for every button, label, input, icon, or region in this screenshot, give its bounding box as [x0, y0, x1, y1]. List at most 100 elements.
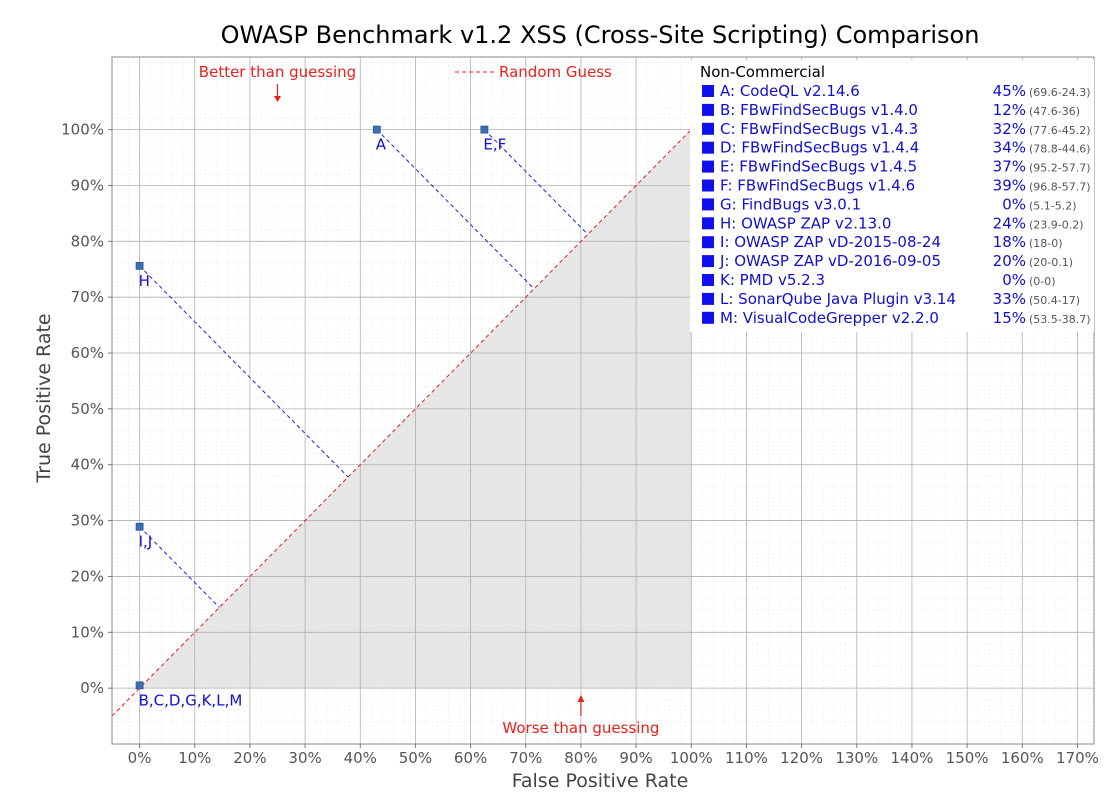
legend-entry-name: B: FBwFindSecBugs v1.4.0: [720, 101, 918, 119]
legend-entry-name: D: FBwFindSecBugs v1.4.4: [720, 139, 919, 157]
legend-entry-score: 39%: [993, 177, 1026, 195]
projection-line: [139, 526, 220, 608]
legend-swatch: [702, 311, 714, 324]
point-label: A: [376, 136, 387, 154]
legend-entry-name: M: VisualCodeGrepper v2.2.0: [720, 309, 939, 327]
y-tick-label: 100%: [61, 121, 104, 139]
legend-swatch: [702, 274, 714, 286]
legend-entry-name: K: PMD v5.2.3: [720, 271, 825, 289]
legend-entry-score: 45%: [993, 82, 1026, 100]
legend-entry-score: 18%: [993, 233, 1026, 251]
legend-entry-score: 12%: [993, 101, 1026, 119]
y-tick-label: 20%: [71, 567, 104, 585]
x-tick-label: 120%: [780, 749, 823, 767]
legend-entry-range: (50.4-17): [1029, 294, 1080, 307]
projection-line: [376, 129, 535, 290]
y-tick-label: 30%: [71, 512, 104, 530]
legend-entry-score: 0%: [1002, 271, 1026, 289]
legend-entry-name: F: FBwFindSecBugs v1.4.6: [720, 177, 915, 195]
better-arrow-head: [274, 96, 282, 102]
legend-swatch: [702, 292, 714, 305]
point-label: I,J: [139, 533, 153, 551]
legend-entry-range: (0-0): [1029, 275, 1056, 288]
legend-entry-score: 24%: [993, 214, 1026, 232]
x-tick-label: 150%: [946, 749, 989, 767]
legend-entry-range: (53.5-38.7): [1029, 313, 1091, 326]
random-guess-line: [111, 129, 692, 717]
x-tick-label: 80%: [564, 749, 597, 767]
plot-border: [111, 56, 1095, 745]
y-tick-label: 10%: [71, 623, 104, 641]
legend-entry-name: E: FBwFindSecBugs v1.4.5: [720, 158, 917, 176]
y-tick-label: 80%: [71, 232, 104, 250]
y-tick-label: 40%: [71, 456, 104, 474]
legend-swatch: [702, 236, 714, 249]
worse-arrow-head: [577, 695, 585, 702]
x-tick-label: 140%: [890, 749, 933, 767]
point-label: B,C,D,G,K,L,M: [139, 691, 243, 709]
y-tick-label: 70%: [71, 288, 104, 306]
legend-entry-score: 34%: [993, 139, 1026, 157]
legend-entry-range: (20-0.1): [1029, 256, 1073, 269]
legend-entry-range: (5.1-5.2): [1029, 199, 1077, 212]
legend-entry-range: (96.8-57.7): [1029, 181, 1091, 194]
legend-entry-name: L: SonarQube Java Plugin v3.14: [720, 290, 956, 308]
legend-entry-score: 15%: [993, 309, 1026, 327]
x-tick-label: 50%: [399, 749, 432, 767]
legend-entry-score: 32%: [993, 120, 1026, 138]
legend-entry-range: (69.6-24.3): [1029, 86, 1091, 99]
y-axis-title: True Positive Rate: [33, 313, 55, 483]
legend-entry-range: (78.8-44.6): [1029, 143, 1091, 156]
x-tick-label: 110%: [725, 749, 768, 767]
x-axis-title: False Positive Rate: [512, 770, 689, 792]
better-than-guessing-label: Better than guessing: [199, 63, 356, 81]
legend-title: Non-Commercial: [700, 63, 825, 81]
legend-entry-score: 37%: [993, 158, 1026, 176]
legend-entry-name: C: FBwFindSecBugs v1.4.3: [720, 120, 918, 138]
projection-line: [484, 129, 589, 235]
x-tick-label: 100%: [670, 749, 713, 767]
legend-entry-name: I: OWASP ZAP vD-2015-08-24: [720, 233, 941, 251]
x-tick-label: 40%: [344, 749, 377, 767]
legend-entry-name: G: FindBugs v3.0.1: [720, 195, 861, 213]
x-tick-label: 130%: [835, 749, 878, 767]
chart-title: OWASP Benchmark v1.2 XSS (Cross-Site Scr…: [221, 21, 980, 49]
legend-entry-name: A: CodeQL v2.14.6: [720, 82, 860, 100]
point-label: H: [139, 272, 150, 290]
random-guess-legend-label: Random Guess: [499, 63, 612, 81]
x-tick-label: 90%: [619, 749, 652, 767]
legend-entry-score: 20%: [993, 252, 1026, 270]
legend-background: [690, 60, 1094, 332]
legend-swatch: [702, 198, 714, 211]
legend-entry-range: (95.2-57.7): [1029, 162, 1091, 175]
legend-swatch: [702, 179, 714, 192]
x-tick-label: 0%: [128, 749, 152, 767]
y-tick-label: 0%: [80, 679, 104, 697]
data-point: [135, 261, 144, 270]
legend-swatch: [702, 217, 714, 230]
x-tick-label: 170%: [1056, 749, 1099, 767]
legend-entry-range: (23.9-0.2): [1029, 218, 1084, 231]
legend-entry-range: (18-0): [1029, 237, 1063, 250]
legend-swatch: [702, 255, 714, 268]
data-point: [135, 522, 144, 531]
worse-than-guessing-label: Worse than guessing: [502, 719, 659, 737]
legend-swatch: [702, 160, 714, 173]
y-tick-label: 50%: [71, 400, 104, 418]
y-tick-label: 60%: [71, 344, 104, 362]
x-tick-label: 20%: [233, 749, 266, 767]
data-point: [480, 125, 489, 134]
point-label: E,F: [483, 136, 506, 154]
legend-entry-score: 0%: [1002, 195, 1026, 213]
data-point: [372, 125, 381, 134]
legend-swatch: [702, 141, 714, 154]
data-point: [135, 681, 144, 690]
projection-line: [139, 265, 349, 478]
legend-entry-score: 33%: [993, 290, 1026, 308]
legend-entry-range: (47.6-36): [1029, 105, 1080, 118]
worse-region: [139, 129, 692, 689]
x-tick-label: 30%: [288, 749, 321, 767]
legend-entry-name: H: OWASP ZAP v2.13.0: [720, 214, 891, 232]
